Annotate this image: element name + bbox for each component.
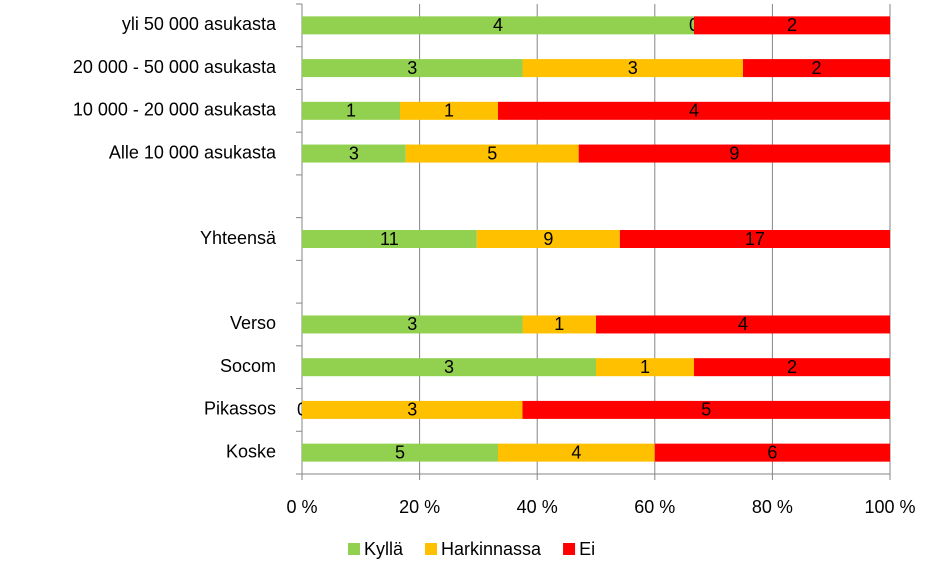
data-label: 4 [738,314,748,334]
data-label: 4 [689,101,699,121]
x-tick-label: 60 % [634,497,675,517]
data-label: 4 [493,15,503,35]
data-label: 1 [554,314,564,334]
bar-segment [522,315,596,334]
data-label: 3 [407,58,417,78]
data-label: 2 [787,15,797,35]
y-tick-label: yli 50 000 asukasta [122,14,277,34]
data-label: 3 [349,143,359,163]
bar-segment [302,59,523,78]
data-label: 4 [571,442,581,462]
bar-segment [302,16,694,35]
bar-segment [654,443,890,462]
y-tick-label: 10 000 - 20 000 asukasta [73,100,277,120]
bar-segment [578,144,890,163]
data-label: 2 [811,58,821,78]
data-label: 1 [346,101,356,121]
bar-segment [302,358,596,377]
bar-segment [694,358,890,377]
bar-segment [476,230,620,248]
bar-segment [619,230,890,248]
data-label: 5 [395,442,405,462]
data-label: 5 [487,143,497,163]
legend-label: Kyllä [364,539,404,559]
bar-segment [302,101,400,120]
data-label: 3 [444,357,454,377]
bar-segment [596,358,694,377]
bar-segment [302,230,477,248]
data-label: 1 [444,101,454,121]
bar-segment [498,443,655,462]
legend-label: Ei [579,539,595,559]
bar-segment [522,59,743,78]
data-label: 3 [407,314,417,334]
legend-swatch [563,543,576,555]
x-tick-label: 80 % [752,497,793,517]
bar-segment [400,101,498,120]
bar-segment [302,400,523,419]
data-label: 2 [787,357,797,377]
data-label: 1 [640,357,650,377]
data-label: 9 [729,143,739,163]
y-tick-label: Koske [226,441,276,461]
y-tick-label: 20 000 - 50 000 asukasta [73,57,277,77]
data-label: 5 [701,400,711,420]
bar-segment [405,144,579,163]
bar-segment [302,443,498,462]
bar-segment [302,315,523,334]
x-tick-label: 20 % [399,497,440,517]
x-tick-label: 0 % [286,497,317,517]
data-label: 11 [380,229,399,249]
bar-segment [743,59,890,78]
data-label: 3 [407,400,417,420]
legend-swatch [425,543,438,555]
y-tick-label: Yhteensä [200,228,277,248]
bar-segment [302,144,406,163]
legend-swatch [348,543,360,555]
data-label: 6 [767,442,777,462]
x-tick-label: 100 % [864,497,915,517]
y-tick-label: Pikassos [204,399,276,419]
data-label: 17 [745,229,765,249]
bar-segment [596,315,890,334]
y-tick-label: Verso [230,313,276,333]
x-tick-label: 40 % [517,497,558,517]
y-tick-label: Alle 10 000 asukasta [109,142,277,162]
bar-segment [694,16,890,35]
bar-segment [522,400,890,419]
legend-label: Harkinnassa [441,539,542,559]
bar-segment [498,101,890,120]
data-label: 3 [628,58,638,78]
y-tick-label: Socom [220,356,276,376]
data-label: 9 [543,229,553,249]
